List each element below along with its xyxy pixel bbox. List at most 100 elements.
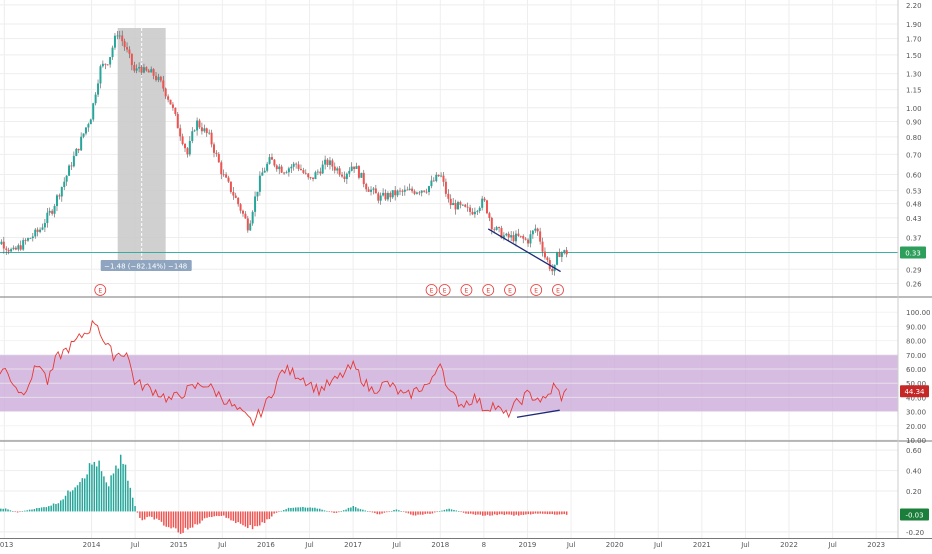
macd-histogram-bar [415, 511, 417, 515]
price-candle [232, 192, 234, 196]
price-candle [401, 191, 403, 192]
earnings-marker-label: E [465, 288, 469, 295]
price-candle [186, 148, 188, 154]
macd-histogram-bar [144, 511, 146, 519]
price-candle [83, 133, 85, 136]
macd-histogram-bar [235, 511, 237, 523]
price-candle [491, 218, 493, 229]
macd-histogram-bar [341, 511, 343, 512]
price-candle [184, 144, 186, 148]
macd-histogram-bar [118, 469, 120, 512]
price-candle [377, 193, 379, 200]
macd-histogram-bar [12, 511, 14, 512]
price-candle [498, 227, 500, 228]
macd-histogram-bar [365, 510, 367, 511]
macd-histogram-bar [552, 511, 554, 514]
macd-histogram-bar [398, 510, 400, 511]
x-tick-label: 2013 [0, 541, 13, 549]
macd-histogram-bar [564, 511, 566, 514]
price-tick-label: 0.29 [906, 266, 922, 274]
macd-histogram-bar [201, 511, 203, 520]
price-candle [97, 83, 99, 94]
price-candle [411, 189, 413, 192]
macd-histogram-bar [77, 485, 79, 511]
macd-histogram-bar [91, 465, 93, 512]
price-candle [220, 162, 222, 174]
price-tick-label: 0.37 [906, 235, 922, 243]
macd-histogram-bar [127, 481, 129, 512]
price-tick-label: 0.70 [906, 151, 922, 159]
price-candle [505, 234, 507, 236]
price-candle [302, 170, 304, 173]
macd-histogram-bar [309, 507, 311, 511]
price-candle [39, 230, 41, 232]
macd-histogram-bar [285, 509, 287, 511]
macd-histogram-bar [115, 466, 117, 512]
price-candle [445, 182, 447, 194]
price-candle [331, 160, 333, 166]
macd-histogram-bar [434, 511, 436, 512]
price-candle [348, 171, 350, 174]
macd-histogram-bar [29, 510, 31, 512]
price-candle [138, 67, 140, 69]
price-tick-label: 2.20 [906, 2, 922, 10]
macd-histogram-bar [386, 511, 388, 512]
price-tick-label: 0.80 [906, 134, 922, 142]
price-candle [261, 172, 263, 175]
macd-histogram-bar [70, 492, 72, 512]
x-tick-label: 2014 [83, 541, 101, 549]
macd-histogram-bar [230, 511, 232, 520]
macd-histogram-bar [429, 511, 431, 513]
macd-histogram-bar [439, 511, 441, 512]
macd-histogram-bar [540, 511, 542, 513]
price-candle [438, 175, 440, 176]
macd-histogram-bar [197, 511, 199, 524]
price-candle [227, 178, 229, 182]
x-tick-label: 2017 [344, 541, 362, 549]
macd-histogram-bar [367, 511, 369, 512]
price-candle [392, 190, 394, 197]
price-candle [5, 248, 7, 249]
macd-histogram-bar [288, 508, 290, 512]
price-candle [25, 240, 27, 241]
price-candle [442, 176, 444, 182]
price-candle [435, 175, 437, 181]
price-candle [343, 177, 345, 179]
price-candle [520, 236, 522, 237]
x-tick-label: Jul [304, 541, 314, 549]
macd-histogram-bar [357, 508, 359, 511]
price-candle [189, 141, 191, 154]
macd-histogram-bar [484, 511, 486, 515]
macd-histogram-bar [436, 511, 438, 512]
price-candle [346, 174, 348, 179]
macd-histogram-bar [477, 511, 479, 514]
price-candle [155, 76, 157, 80]
price-candle [225, 174, 227, 177]
price-candle [479, 208, 481, 211]
price-candle [353, 167, 355, 169]
macd-histogram-bar [276, 511, 278, 512]
price-candle [372, 189, 374, 190]
price-candle [218, 154, 220, 162]
macd-histogram-bar [472, 511, 474, 514]
price-candle [481, 199, 483, 208]
price-candle [211, 133, 213, 145]
macd-histogram-bar [470, 511, 472, 513]
price-candle [542, 242, 544, 252]
price-candle [61, 187, 63, 196]
price-candle [394, 190, 396, 195]
price-candle [75, 149, 77, 156]
macd-histogram-bar [396, 509, 398, 511]
price-candle [283, 173, 285, 174]
price-candle [341, 175, 343, 177]
price-candle [375, 189, 377, 194]
macd-histogram-bar [146, 511, 148, 517]
macd-histogram-bar [506, 511, 508, 514]
macd-histogram-bar [120, 455, 122, 512]
price-tick-label: 1.30 [906, 71, 922, 79]
macd-histogram-bar [281, 511, 283, 512]
price-candle [288, 168, 290, 172]
macd-histogram-bar [336, 511, 338, 512]
macd-histogram-bar [142, 511, 144, 520]
